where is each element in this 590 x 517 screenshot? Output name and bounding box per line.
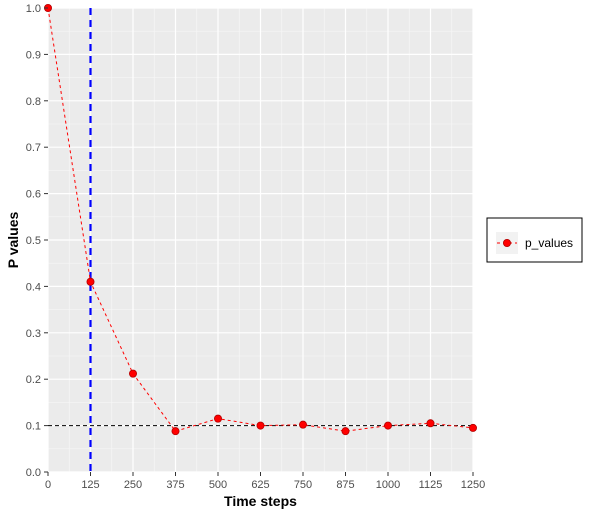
x-tick-label: 1000 [376,479,400,491]
series-layer [44,4,477,436]
data-point [86,277,95,286]
y-tick-label: 1.0 [26,3,41,15]
x-tick-label: 875 [336,479,354,491]
y-tick-label: 0.6 [26,189,41,201]
x-axis-title: Time steps [224,493,297,509]
legend-key-marker [502,238,511,247]
x-tick-label: 125 [81,479,99,491]
x-tick-label: 625 [251,479,269,491]
axis-ticks [44,7,474,476]
data-point [213,414,222,423]
x-tick-label: 0 [45,479,51,491]
y-axis-title: P values [5,212,21,269]
data-point [426,419,435,428]
x-tick-label: 750 [294,479,312,491]
legend: p_values [486,217,583,263]
data-point [341,427,350,436]
y-tick-label: 0.7 [26,142,41,154]
y-tick-label: 0.0 [26,467,41,479]
x-tick-labels: 0 125 250 375 500 625 750 875 1000 1125 1250 [45,479,485,491]
x-tick-label: 250 [124,479,142,491]
data-point [171,427,180,436]
y-tick-label: 0.3 [26,328,41,340]
data-point [383,421,392,430]
y-tick-label: 0.9 [26,49,41,61]
y-tick-label: 0.2 [26,374,41,386]
x-tick-label: 500 [209,479,227,491]
y-tick-label: 0.1 [26,421,41,433]
legend-label: p_values [525,236,573,250]
data-point [468,423,477,432]
data-point [256,421,265,430]
y-tick-label: 0.8 [26,96,41,108]
x-tick-label: 1125 [419,479,443,491]
y-tick-labels: 0.0 0.1 0.2 0.3 0.4 0.5 0.6 0.7 0.8 0.9 1.0 [26,3,41,479]
y-tick-label: 0.4 [26,281,41,293]
x-tick-label: 1250 [461,479,485,491]
x-tick-label: 375 [166,479,184,491]
data-point [128,369,137,378]
y-tick-label: 0.5 [26,235,41,247]
data-point [298,420,307,429]
series-line-p_values [47,7,474,432]
